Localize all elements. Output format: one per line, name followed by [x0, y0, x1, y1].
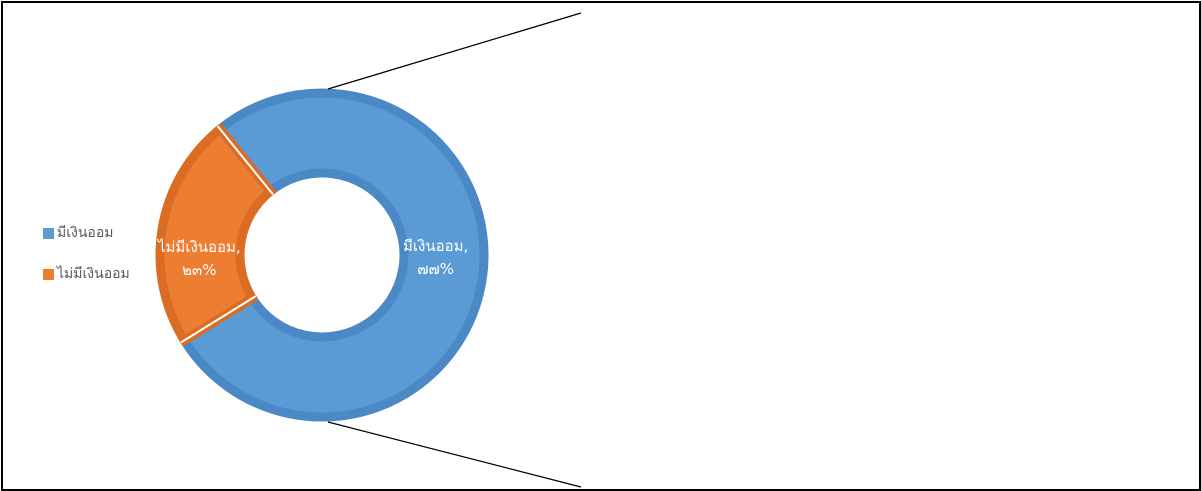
legend-item-no-savings: ไม่มีเงินออม: [43, 264, 130, 284]
legend-item-savings: มีเงินออม: [43, 223, 130, 243]
legend-label-savings: มีเงินออม: [57, 225, 114, 241]
connector-line-bottom: [327, 421, 582, 488]
connector-line-top: [327, 12, 582, 90]
slice-separator-1: [180, 295, 257, 344]
slice-separator-0: [216, 125, 274, 196]
data-label-no-savings-name: ไม่มีเงินออม,: [158, 238, 241, 256]
data-label-savings-value: ๗๗%: [417, 260, 455, 278]
slice-no-savings: [155, 122, 277, 347]
doughnut-chart: [155, 12, 582, 488]
data-label-no-savings-value: ๒๓%: [182, 261, 217, 279]
data-label-savings-name: มีเงินออม,: [403, 237, 469, 255]
legend-swatch-savings: [43, 227, 54, 239]
legend-label-no-savings: ไม่มีเงินออม: [57, 266, 130, 282]
legend-swatch-no-savings: [43, 268, 54, 280]
data-label-no-savings: ไม่มีเงินออม, ๒๓%: [158, 236, 241, 282]
doughnut-slices: [155, 88, 489, 422]
chart-legend: มีเงินออม ไม่มีเงินออม: [43, 223, 130, 305]
data-label-savings: มีเงินออม, ๗๗%: [403, 235, 468, 281]
